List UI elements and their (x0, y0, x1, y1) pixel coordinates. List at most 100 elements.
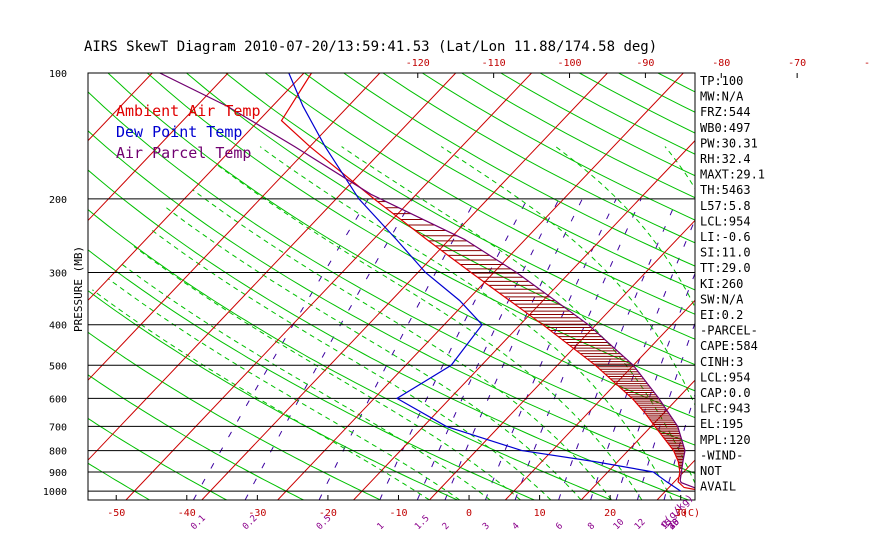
index-entry: RH:32.4 (700, 152, 751, 166)
index-entry: SW:N/A (700, 292, 744, 306)
dew-point-line (288, 73, 682, 492)
index-entry: TP:100 (700, 74, 743, 88)
mixing-ratio-line (318, 198, 477, 500)
index-entry: KI:260 (700, 277, 743, 291)
pressure-tick-label: 900 (49, 468, 67, 479)
index-entry: -WIND- (700, 448, 743, 462)
parcel-temp-line (159, 73, 695, 489)
pressure-tick-label: 100 (49, 69, 67, 80)
chart-title: AIRS SkewT Diagram 2010-07-20/13:59:41.5… (84, 39, 657, 55)
index-entry: MW:N/A (700, 90, 744, 104)
moist-adiabat-line (107, 278, 461, 500)
pressure-tick-label: 300 (49, 269, 67, 280)
isotherm-line (88, 73, 457, 461)
index-entry: EI:0.2 (700, 308, 743, 322)
pressure-tick-label: 200 (49, 195, 67, 206)
moist-adiabat-line (120, 262, 491, 500)
isotherm-line (88, 73, 305, 302)
bottom-tick-label: -20 (319, 508, 337, 519)
dry-adiabat-line (88, 374, 304, 500)
isotherm-line (656, 459, 695, 500)
isotherm-line (201, 73, 608, 500)
dry-adiabat-line (343, 73, 695, 267)
mixing-ratio-label: 1 (376, 521, 387, 532)
dry-adiabat-line (88, 462, 150, 500)
mixing-ratio-label: 10 (612, 517, 627, 532)
index-entry: NOT (700, 464, 722, 478)
plot-frame (87, 72, 696, 501)
isotherm-line (125, 73, 532, 500)
dry-adiabat-line (88, 417, 227, 500)
bottom-tick-label: 10 (534, 508, 546, 519)
isotherm-line (504, 299, 695, 500)
background-grid (88, 73, 870, 500)
bottom-tick-label: -10 (389, 508, 407, 519)
legend-entry: Air Parcel Temp (116, 144, 251, 162)
pressure-tick-label: 400 (49, 321, 67, 332)
top-tick-label: -80 (712, 58, 730, 69)
index-entry: WB0:497 (700, 121, 751, 135)
mixing-ratio-label: 3 (481, 521, 492, 532)
top-tick-label: -100 (557, 58, 581, 69)
dry-adiabat-line (304, 73, 695, 291)
dry-adiabat-line (88, 209, 612, 500)
index-entry: LFC:943 (700, 402, 751, 416)
dry-adiabat-line (225, 73, 695, 340)
bottom-tick-label: 0 (466, 508, 472, 519)
top-tick-label: -120 (406, 58, 430, 69)
moist-adiabat-line (192, 189, 612, 500)
pressure-tick-label: 500 (49, 361, 67, 372)
legend-entry: Dew Point Temp (116, 123, 242, 141)
mixing-ratio-label: 4 (511, 521, 522, 532)
mixing-ratio-line (558, 198, 678, 500)
isotherm-line (429, 219, 695, 500)
index-entry: MAXT:29.1 (700, 168, 765, 182)
pressure-tick-label: 1000 (43, 487, 67, 498)
index-entry: AVAIL (700, 480, 736, 494)
top-tick-label: -70 (788, 58, 806, 69)
top-tick-label: -60 (864, 58, 870, 69)
index-entry: CAPE:584 (700, 339, 758, 353)
index-entry: TH:5463 (700, 183, 751, 197)
index-entry: PW:30.31 (700, 136, 758, 150)
mixing-ratio-line (484, 198, 617, 500)
dry-adiabat-lines (88, 73, 695, 500)
isotherm-line (580, 379, 695, 500)
index-entry: SI:11.0 (700, 246, 751, 260)
index-entry: LI:-0.6 (700, 230, 751, 244)
moist-adiabat-lines (92, 146, 695, 500)
cape-hatch-region (377, 201, 685, 469)
isotherm-lines (88, 73, 870, 500)
dry-adiabat-line (382, 73, 695, 244)
mixing-ratio-label: 12 (633, 517, 648, 532)
isotherm-line (809, 73, 870, 500)
dry-adiabat-line (88, 331, 381, 500)
mixing-ratio-line (192, 198, 369, 500)
mixing-ratio-line (514, 198, 642, 500)
index-entry: CAP:0.0 (700, 386, 751, 400)
dry-adiabat-line (88, 130, 695, 474)
mixing-ratio-label: 6 (554, 521, 565, 532)
index-entry: MPL:120 (700, 433, 751, 447)
mixing-ratio-line (444, 198, 583, 500)
moist-adiabat-line (165, 207, 582, 500)
mixing-ratio-line (244, 198, 414, 500)
moist-adiabat-line (133, 246, 521, 500)
bottom-tick-label: 30 (675, 508, 687, 519)
pressure-axis: 100 200 300 400 500 600 700 800 900 1000 (43, 69, 67, 498)
legend-entry: Ambient Air Temp (116, 102, 261, 120)
isotherm-line (88, 73, 381, 381)
isotherm-line (277, 73, 684, 500)
index-entry: FRZ:544 (700, 105, 751, 119)
mixing-ratio-line (590, 218, 695, 500)
dry-adiabat-line (88, 91, 695, 446)
dry-adiabat-line (88, 290, 458, 500)
bottom-temperature-axis: -50 -40 -30 -20 -10 0 10 20 30 (107, 495, 687, 519)
index-entry: LCL:954 (700, 214, 751, 228)
index-entry: -PARCEL- (700, 324, 758, 338)
dry-adiabat-line (657, 73, 695, 93)
temperature-unit-label: T(C) (676, 508, 700, 519)
bottom-tick-label: -50 (107, 508, 125, 519)
top-temperature-axis: -120-110-100-90-80-70-60-50-40 (406, 58, 870, 78)
dry-adiabat-line (88, 169, 689, 500)
